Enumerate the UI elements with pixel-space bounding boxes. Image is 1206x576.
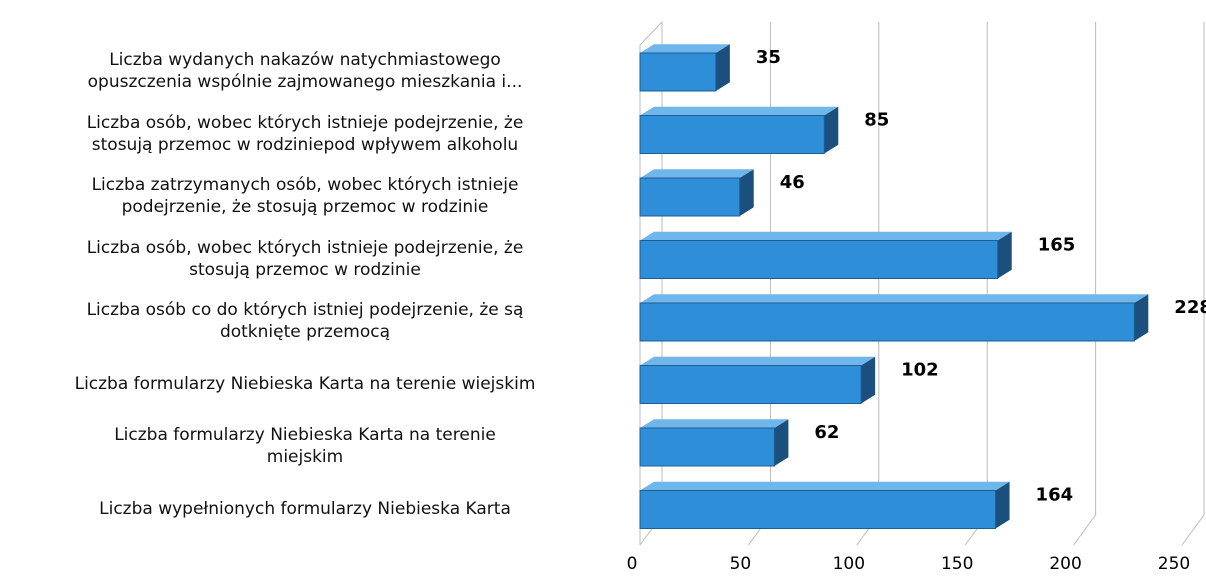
- bar: [639, 240, 999, 279]
- category-label: Liczba osób, wobec których istnieje pode…: [86, 112, 524, 155]
- axis-wall: [639, 20, 663, 545]
- bar-top: [640, 481, 1010, 491]
- value-label: 228: [1174, 297, 1206, 318]
- bar-side: [774, 419, 789, 466]
- x-tick-label: 200: [1049, 554, 1081, 574]
- category-label: Liczba osób, wobec których istnieje pode…: [86, 237, 524, 280]
- grid-line: [639, 22, 663, 546]
- bar-side: [1134, 294, 1149, 341]
- x-tick-label: 100: [833, 554, 865, 574]
- value-label: 46: [780, 172, 805, 193]
- value-label: 102: [901, 360, 939, 381]
- bar: [639, 177, 741, 217]
- category-label: Liczba formularzy Niebieska Karta na ter…: [74, 373, 536, 394]
- grid-line: [1073, 22, 1097, 546]
- bar-top: [640, 231, 1012, 241]
- grid-line: [747, 22, 771, 546]
- x-tick-label: 0: [627, 554, 638, 574]
- bar: [639, 490, 997, 529]
- bar-side: [995, 481, 1010, 529]
- value-label: 35: [756, 47, 781, 68]
- bar: [639, 115, 825, 154]
- value-label: 62: [814, 422, 839, 443]
- grid-line: [856, 22, 880, 546]
- value-label: 85: [864, 110, 889, 131]
- value-label: 165: [1038, 235, 1076, 256]
- bar: [639, 427, 775, 467]
- category-label: Liczba wypełnionych formularzy Niebieska…: [99, 498, 511, 519]
- bar-side: [997, 231, 1012, 279]
- value-label: 164: [1036, 485, 1074, 506]
- bar-top: [640, 44, 730, 53]
- category-label: Liczba formularzy Niebieska Karta na ter…: [114, 425, 496, 467]
- bar-top: [640, 419, 789, 428]
- grid-line: [1181, 22, 1205, 546]
- bar-side: [861, 356, 876, 404]
- bar-top: [640, 169, 754, 178]
- bar-top: [640, 294, 1149, 303]
- bar: [639, 52, 717, 92]
- category-label: Liczba zatrzymanych osób, wobec których …: [91, 175, 519, 217]
- bar-side: [824, 106, 839, 154]
- category-label: Liczba osób co do których istniej podejr…: [86, 300, 524, 342]
- x-tick-label: 50: [730, 554, 752, 574]
- bar: [639, 302, 1135, 342]
- x-tick-label: 150: [941, 554, 973, 574]
- grid-line: [964, 22, 988, 546]
- category-label: Liczba wydanych nakazów natychmiastowego…: [87, 50, 523, 92]
- bar-side: [739, 169, 754, 216]
- bar-side: [715, 44, 730, 91]
- bar: [639, 365, 862, 404]
- bar-top: [640, 106, 839, 116]
- x-tick-label: 250: [1158, 554, 1190, 574]
- bar-top: [640, 356, 876, 366]
